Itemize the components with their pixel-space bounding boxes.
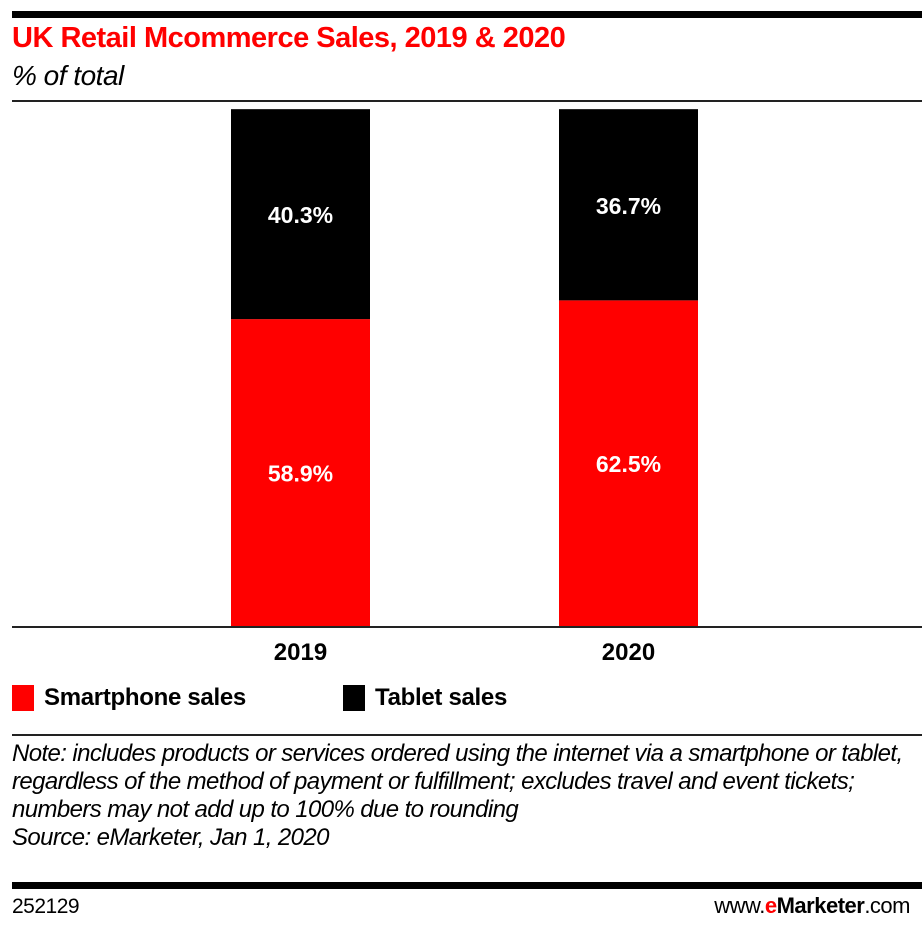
brand-suffix: .com [864, 893, 910, 918]
header-rule [12, 100, 922, 102]
top-rule [12, 11, 922, 18]
bar-2020-tablet [559, 109, 698, 301]
bar-2019-smartphone [231, 319, 370, 626]
x-tick-label-2019: 2019 [274, 639, 327, 666]
legend-item-smartphone: Smartphone sales [12, 684, 246, 712]
footer-rule [12, 882, 922, 889]
brand-e: e [764, 893, 777, 918]
footnote: Note: includes products or services orde… [12, 740, 912, 852]
legend-swatch-smartphone [12, 685, 34, 711]
data-label-2020-tablet: 36.7% [596, 193, 661, 219]
bars-group [231, 109, 698, 626]
x-tick-labels-group: 2019 2020 [274, 639, 655, 666]
chart-subtitle: % of total [12, 60, 124, 91]
data-label-2019-smartphone: 58.9% [268, 461, 333, 487]
brand-logo: www.eMarketer.com [714, 893, 910, 919]
chart-id: 252129 [12, 895, 80, 918]
bar-chart: 58.9% 40.3% 62.5% 36.7% 2019 2020 [12, 109, 922, 666]
note-text: Note: includes products or services orde… [12, 740, 903, 823]
legend-label-smartphone: Smartphone sales [44, 684, 246, 711]
brand-prefix: www. [714, 893, 765, 918]
bar-2019-tablet [231, 109, 370, 320]
note-rule [12, 734, 922, 736]
legend-label-tablet: Tablet sales [375, 684, 508, 711]
data-label-2020-smartphone: 62.5% [596, 451, 661, 477]
bar-2020-smartphone [559, 300, 698, 626]
bar-labels-group: 58.9% 40.3% 62.5% 36.7% [268, 193, 661, 487]
chart-title: UK Retail Mcommerce Sales, 2019 & 2020 [12, 22, 566, 54]
source-text: Source: eMarketer, Jan 1, 2020 [12, 824, 329, 851]
legend-item-tablet: Tablet sales [343, 684, 507, 712]
brand-name: Marketer [776, 893, 865, 918]
x-tick-label-2020: 2020 [602, 639, 655, 666]
data-label-2019-tablet: 40.3% [268, 202, 333, 228]
legend-swatch-tablet [343, 685, 365, 711]
